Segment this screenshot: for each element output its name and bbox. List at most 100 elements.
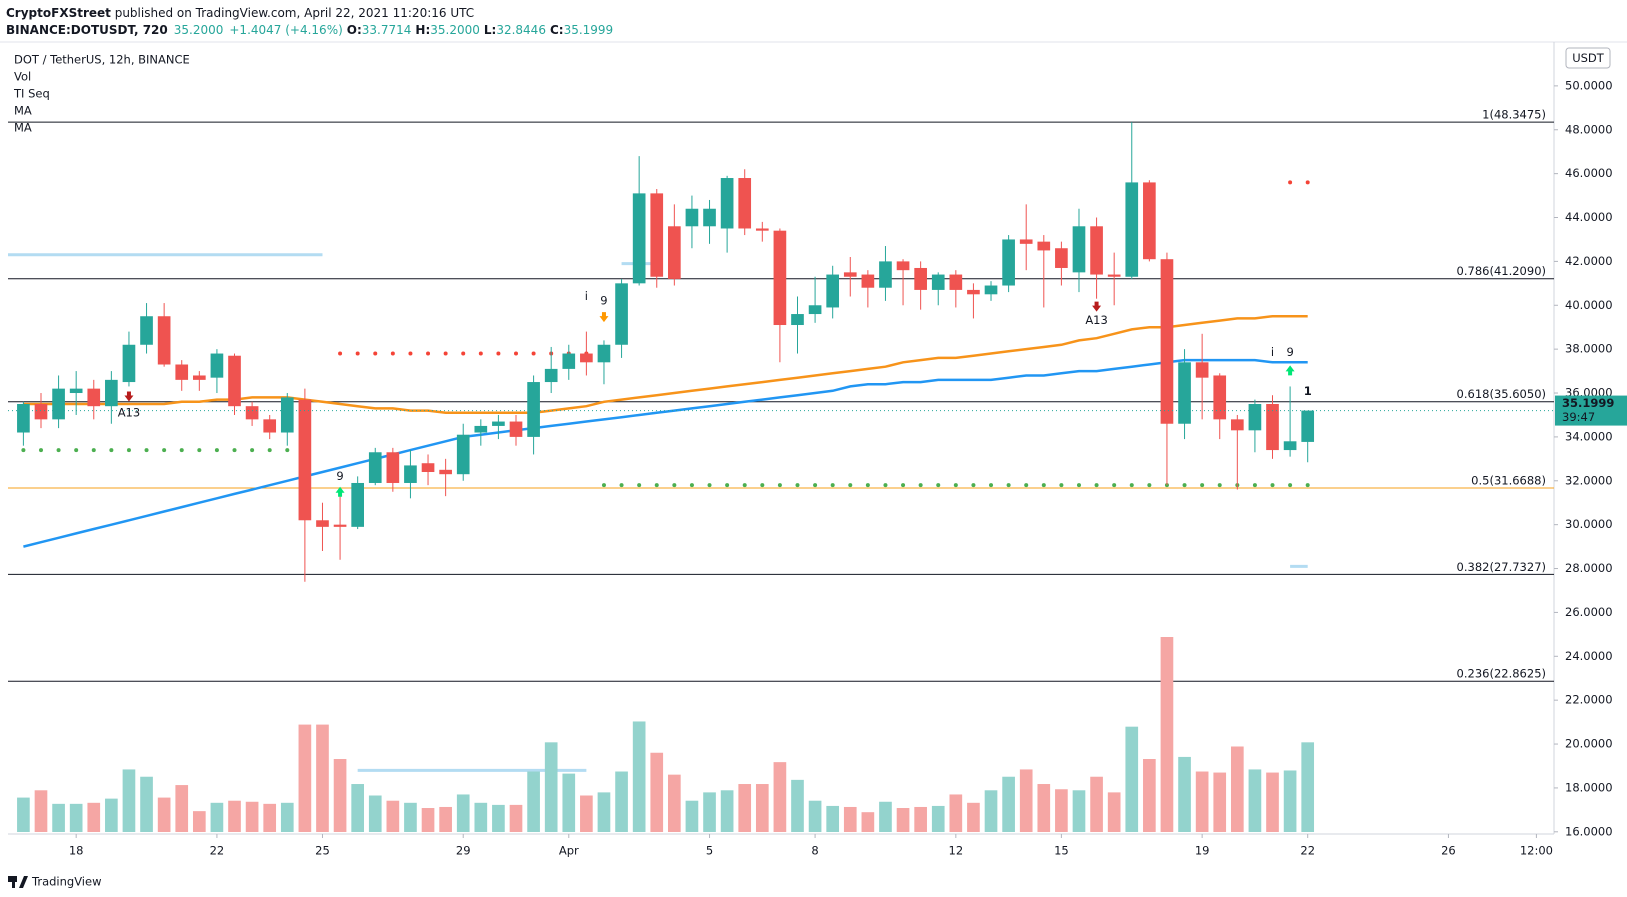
level-dot: [742, 483, 747, 488]
candle-body: [1125, 182, 1139, 277]
fib-label: 0.786(41.2090): [1457, 264, 1546, 278]
level-dot: [1129, 483, 1134, 488]
fib-label: 1(48.3475): [1482, 108, 1546, 122]
y-tick-label: 20.0000: [1565, 737, 1613, 751]
volume-bar: [967, 802, 980, 832]
h: 35.2000: [430, 23, 480, 37]
candle-body: [228, 355, 241, 407]
symbol: BINANCE:DOTUSDT, 720: [6, 23, 168, 37]
level-dot: [1094, 483, 1099, 488]
y-tick-label: 30.0000: [1565, 517, 1613, 531]
level-dot: [408, 351, 413, 356]
candle-body: [615, 283, 628, 345]
level-dot: [162, 448, 167, 453]
volume-bar: [808, 800, 822, 832]
level-dot: [1041, 483, 1046, 488]
candle-body: [738, 178, 752, 229]
volume-bar: [351, 784, 364, 832]
level-dot: [795, 483, 800, 488]
candle-body: [879, 261, 892, 288]
volume-bar: [1125, 726, 1139, 832]
fib-label: 0.382(27.7327): [1457, 560, 1546, 574]
seq-arrow: [1092, 301, 1102, 312]
volume-bar: [1019, 769, 1033, 832]
y-tick-label: 28.0000: [1565, 561, 1613, 575]
volume-bar: [316, 724, 329, 832]
volume-bar: [263, 803, 277, 832]
candle-body: [1107, 274, 1121, 277]
volume-bar: [685, 800, 699, 832]
x-tick-label: 22: [210, 844, 225, 858]
candle-body: [34, 403, 48, 420]
price-tag-value: 35.1999: [1562, 396, 1614, 410]
volume-bar: [228, 800, 241, 832]
level-dot: [971, 483, 976, 488]
candle-body: [263, 419, 277, 433]
candle-body: [386, 452, 400, 483]
level-dot: [179, 448, 184, 453]
x-tick-label: 22: [1300, 844, 1315, 858]
x-tick-label: Apr: [559, 844, 579, 858]
volume-bar: [738, 784, 752, 832]
volume-bar: [597, 792, 611, 832]
volume-bar: [245, 801, 259, 832]
level-dot: [478, 351, 483, 356]
seq-arrow: [124, 391, 134, 402]
volume-bar: [87, 802, 101, 832]
legend-title: DOT / TetherUS, 12h, BINANCE: [14, 53, 190, 67]
volume-bar: [984, 790, 998, 832]
level-dot: [21, 448, 26, 453]
seq-label: 9: [1286, 345, 1293, 359]
level-dot: [285, 448, 290, 453]
candle-body: [421, 463, 435, 473]
volume-bar: [650, 752, 664, 832]
level-dot: [126, 448, 131, 453]
volume-bar: [914, 806, 927, 832]
candle-body: [439, 469, 452, 475]
published: published on TradingView.com, April 22, …: [111, 6, 474, 20]
candle-body: [914, 267, 927, 290]
change: +1.4047 (+4.16%): [229, 23, 342, 37]
volume-bar: [157, 797, 171, 832]
y-tick-label: 32.0000: [1565, 473, 1613, 487]
candle-body: [967, 289, 980, 295]
y-tick-label: 50.0000: [1565, 78, 1613, 92]
volume-bar: [1283, 770, 1297, 832]
x-tick-label: 29: [456, 844, 471, 858]
level-dot: [601, 483, 606, 488]
legend-ma: MA: [14, 121, 32, 135]
volume-bar: [1195, 771, 1209, 832]
volume-bar: [527, 771, 540, 832]
candle-body: [122, 344, 136, 383]
y-tick-label: 24.0000: [1565, 649, 1613, 663]
candle-body: [280, 397, 294, 433]
level-dot: [373, 351, 378, 356]
fib-label: 0.236(22.8625): [1457, 667, 1546, 681]
candle-body: [1301, 410, 1315, 442]
level-dot: [144, 448, 149, 453]
level-dot: [918, 483, 923, 488]
price-tag-countdown: 39:47: [1562, 410, 1595, 424]
volume-bar: [931, 805, 945, 832]
level-dot: [1024, 483, 1029, 488]
last: 35.2000: [174, 23, 224, 37]
level-dot: [901, 483, 906, 488]
candle-body: [192, 375, 206, 380]
y-tick-label: 44.0000: [1565, 210, 1613, 224]
candle-body: [1266, 403, 1279, 451]
y-tick-label: 26.0000: [1565, 605, 1613, 619]
candle-body: [808, 305, 822, 315]
volume-bar: [1160, 637, 1174, 832]
candle-body: [1055, 248, 1068, 268]
x-tick-label: 12: [949, 844, 964, 858]
level-dot: [1200, 483, 1205, 488]
level-dot: [1147, 483, 1152, 488]
volume-bar: [949, 794, 963, 832]
candle-body: [140, 316, 153, 345]
candle-body: [210, 353, 224, 378]
volume-bar: [1107, 792, 1121, 832]
candle-body: [562, 353, 576, 369]
candle-body: [703, 208, 716, 227]
